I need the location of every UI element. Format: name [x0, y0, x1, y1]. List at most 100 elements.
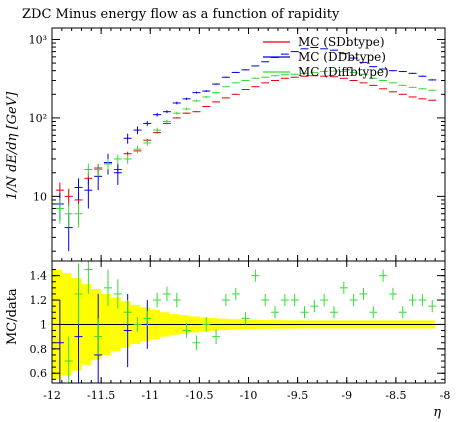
ratio-point	[104, 269, 113, 307]
data-point	[251, 77, 260, 79]
data-point	[428, 99, 437, 101]
ratio-point	[212, 329, 221, 344]
data-point	[349, 71, 358, 73]
legend-label: MC (Diffbtype)	[298, 65, 389, 79]
data-point	[133, 145, 142, 153]
data-point	[418, 88, 427, 90]
ratio-y-tick-label: 1.4	[30, 270, 48, 283]
data-point	[113, 154, 122, 164]
data-point	[123, 133, 132, 144]
data-point	[261, 76, 270, 78]
legend-label: MC (SDbtype)	[298, 35, 385, 49]
data-point	[398, 93, 407, 95]
y-tick-label: 10²	[29, 112, 47, 125]
series-1	[55, 46, 437, 252]
data-point	[359, 61, 368, 63]
x-tick-label: -11.5	[87, 389, 115, 402]
ratio-point	[310, 300, 319, 313]
x-tick-label: -8	[440, 389, 451, 402]
main-plot	[55, 46, 437, 252]
data-point	[153, 112, 162, 117]
data-point	[221, 97, 230, 99]
data-point	[241, 89, 250, 91]
data-point	[123, 154, 132, 164]
data-point	[290, 51, 299, 53]
ratio-point	[359, 287, 368, 301]
ratio-point	[261, 293, 270, 307]
data-point	[202, 96, 211, 98]
ratio-y-tick-label: 1	[40, 318, 47, 331]
data-point	[172, 117, 181, 119]
data-point	[241, 79, 250, 82]
data-point	[290, 73, 299, 75]
axis-ticks: -12 -11.5 -11 -10.5 -10 -9.5 -9 -8.5 -8 10 10² 10³ 0…	[29, 28, 451, 402]
data-point	[300, 48, 309, 50]
ratio-point	[94, 318, 103, 355]
ratio-point	[143, 311, 152, 326]
data-point	[369, 77, 378, 79]
data-point	[192, 111, 201, 113]
x-tick-label: -9	[341, 389, 352, 402]
ratio-point	[133, 317, 142, 332]
data-point	[133, 126, 142, 135]
data-point	[143, 121, 152, 126]
data-point	[310, 46, 319, 48]
data-point	[74, 203, 83, 228]
data-point	[94, 163, 103, 177]
data-point	[329, 49, 338, 51]
ratio-point	[398, 306, 407, 319]
ratio-point	[202, 317, 211, 332]
ratio-point	[320, 293, 329, 307]
data-point	[221, 86, 230, 88]
data-point	[251, 86, 260, 88]
ratio-point	[428, 300, 437, 313]
ratio-point	[241, 312, 250, 325]
ratio-y-axis-label: MC/data	[5, 288, 20, 345]
data-point	[64, 188, 73, 207]
ratio-plot	[55, 261, 437, 383]
data-point	[182, 112, 191, 114]
y-axis-label: 1/N dE/dη [GeV]	[5, 91, 20, 200]
ratio-point	[349, 293, 358, 307]
chart-title: ZDC Minus energy flow as a function of r…	[22, 7, 340, 22]
data-point	[379, 88, 388, 90]
data-point	[359, 73, 368, 75]
data-point	[428, 89, 437, 92]
data-point	[349, 57, 358, 59]
data-point	[182, 97, 191, 101]
ratio-point	[280, 293, 289, 307]
ratio-point	[192, 335, 201, 351]
data-point	[231, 82, 240, 84]
data-point	[339, 53, 348, 55]
data-point	[241, 69, 250, 71]
x-axis-label: η	[433, 405, 441, 420]
data-point	[408, 72, 417, 74]
ratio-point	[290, 293, 299, 307]
data-point	[143, 140, 152, 146]
data-point	[84, 163, 93, 177]
series-2	[55, 70, 437, 228]
data-point	[310, 71, 319, 73]
ratio-y-tick-label: 1.2	[30, 294, 48, 307]
data-point	[388, 70, 397, 72]
ratio-series-1	[64, 261, 437, 383]
legend: MC (SDbtype)MC (DDbtype)MC (Diffbtype)	[263, 35, 389, 79]
series-0	[55, 75, 437, 209]
ratio-point	[84, 261, 93, 294]
ratio-point	[369, 306, 378, 319]
data-point	[320, 48, 329, 50]
reference-band	[52, 269, 445, 380]
data-point	[64, 203, 73, 228]
data-point	[221, 76, 230, 78]
data-point	[398, 84, 407, 87]
ratio-point	[271, 306, 280, 319]
x-tick-label: -11	[141, 389, 159, 402]
data-point	[300, 72, 309, 74]
data-point	[408, 86, 417, 89]
ratio-point	[379, 269, 388, 282]
ratio-point	[172, 292, 181, 308]
ratio-point	[300, 306, 309, 319]
ratio-point	[74, 263, 83, 325]
x-tick-label: -10.5	[185, 389, 213, 402]
data-point	[369, 66, 378, 68]
